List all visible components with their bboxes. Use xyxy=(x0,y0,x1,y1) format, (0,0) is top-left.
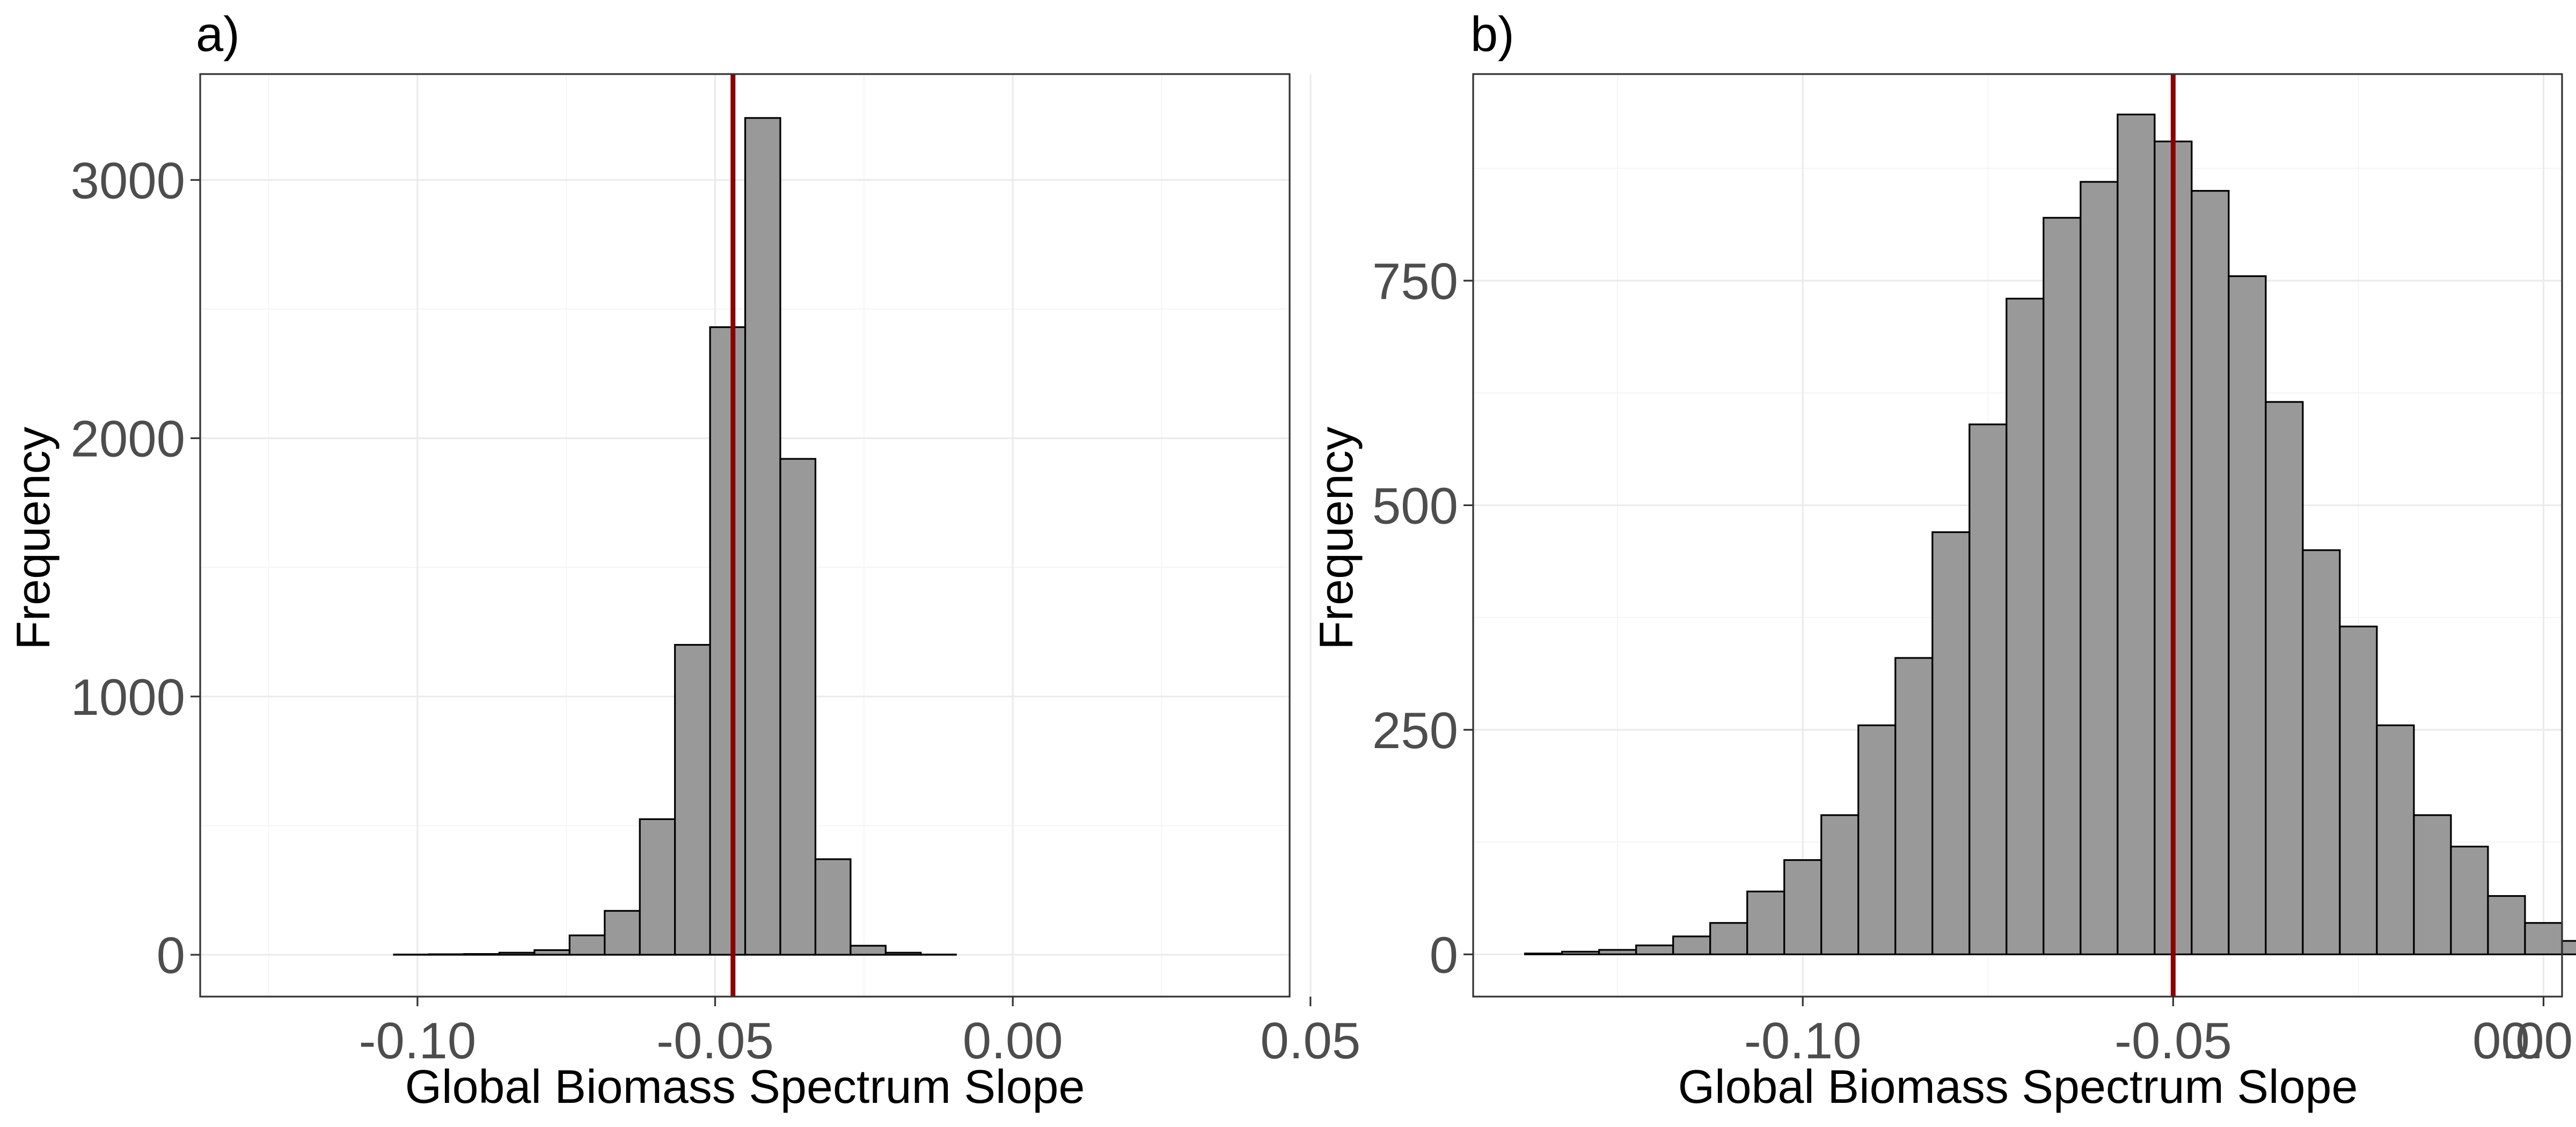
y-tick-label: 2000 xyxy=(70,411,185,468)
panel-b-y-axis-title: Frequency xyxy=(1309,427,1363,650)
panel-a-y-axis-title: Frequency xyxy=(6,427,60,650)
histogram-bar xyxy=(814,858,852,956)
histogram-bar xyxy=(1857,724,1897,955)
y-tick-label: 0 xyxy=(157,927,185,984)
x-tick-label: -0.05 xyxy=(656,1012,774,1070)
histogram-bar xyxy=(2413,814,2452,955)
histogram-bar xyxy=(1709,922,1748,955)
histogram-bar xyxy=(463,953,501,956)
panel-b-border xyxy=(1472,73,2563,998)
histogram-bar xyxy=(604,910,641,956)
panel-a-ticks: 0 1000 2000 3000 -0.10 -0.05 0.00 0.05 xyxy=(70,152,1360,1070)
panel-a-border xyxy=(199,73,1291,998)
histogram-bar xyxy=(674,643,711,956)
histogram-bar xyxy=(1894,657,1934,955)
histogram-bar xyxy=(2376,724,2415,955)
histogram-bar xyxy=(1968,423,2008,955)
histogram-bar xyxy=(2080,181,2119,955)
histogram-bar xyxy=(884,952,922,956)
histogram-bar xyxy=(2561,940,2576,955)
x-tick-label: -0.10 xyxy=(1744,1012,1862,1070)
histogram-bar xyxy=(1635,944,1674,955)
panel-b-ticks: 0 250 500 750 -0.10 -0.05 0.000.0 xyxy=(1372,253,2573,1070)
histogram-bar xyxy=(1524,953,1563,955)
x-tick-label: -0.05 xyxy=(2114,1012,2232,1070)
x-tick-label: 0.00 xyxy=(2472,1012,2573,1070)
histogram-bar xyxy=(2117,113,2156,955)
histogram-bar xyxy=(2524,922,2563,955)
y-tick-label: 3000 xyxy=(70,152,185,209)
histogram-bar xyxy=(2339,625,2378,955)
histogram-bar xyxy=(1820,814,1860,955)
histogram-bar xyxy=(568,934,606,956)
x-tick-label: 0.00 xyxy=(963,1012,1063,1070)
histogram-bar xyxy=(744,117,781,956)
histogram-bar xyxy=(1672,935,1711,955)
histogram-bar xyxy=(2191,189,2230,955)
panel-b-x-axis-title: Global Biomass Spectrum Slope xyxy=(1678,1060,2358,1113)
panel-a: a) 0 1000 2000 3000 -0.10 -0.05 0.00 0.05 Globa… xyxy=(6,7,1360,1113)
histogram-bar xyxy=(2006,297,2045,955)
histogram-bar xyxy=(1746,890,1785,955)
histogram-bar xyxy=(2228,275,2267,955)
panel-b-label: b) xyxy=(1470,7,1514,62)
panel-b-bars xyxy=(1524,113,2576,955)
y-tick-label: 0 xyxy=(1430,926,1458,984)
y-tick-label: 750 xyxy=(1372,253,1458,310)
panel-a-bars xyxy=(393,117,957,956)
histogram-bar xyxy=(2265,401,2304,955)
histogram-bar xyxy=(1783,859,1823,955)
histogram-bar xyxy=(2487,895,2526,955)
histogram-bar xyxy=(2302,549,2341,955)
histogram-bar xyxy=(1561,950,1600,955)
panel-b: b) 0 250 500 750 -0.10 -0.05 0.000.0 Global Bi… xyxy=(1309,7,2576,1113)
histogram-bar xyxy=(2043,217,2082,955)
histogram-bar xyxy=(533,949,570,956)
panel-a-x-axis-title: Global Biomass Spectrum Slope xyxy=(405,1060,1085,1113)
histogram-bar xyxy=(850,945,887,956)
histogram-bar xyxy=(779,458,817,956)
histogram-bar xyxy=(639,818,676,956)
x-tick-label: 0.05 xyxy=(1260,1012,1360,1070)
histogram-bar xyxy=(498,952,536,956)
histogram-bar xyxy=(428,953,465,956)
panel-a-label: a) xyxy=(196,7,240,62)
histogram-bar xyxy=(1931,531,1971,955)
x-tick-label: -0.10 xyxy=(358,1012,476,1070)
histogram-bar xyxy=(709,326,747,956)
y-tick-label: 500 xyxy=(1372,477,1458,535)
x-tick-label: 0.0 xyxy=(2501,1012,2573,1070)
histogram-bar xyxy=(2450,845,2489,955)
y-tick-label: 1000 xyxy=(70,669,185,726)
histogram-bar xyxy=(1598,949,1637,955)
y-tick-label: 250 xyxy=(1372,702,1458,759)
